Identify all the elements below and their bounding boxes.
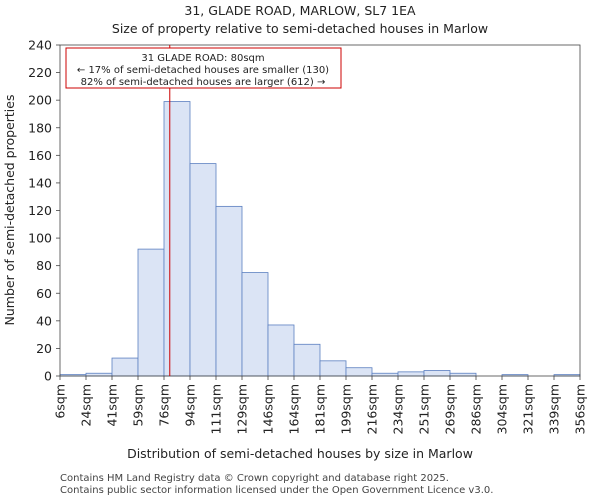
x-tick-label: 339sqm [547,384,562,434]
x-tick-label: 129sqm [235,384,250,434]
x-tick-label: 146sqm [261,384,276,434]
y-tick-label: 240 [28,38,52,53]
bar-94sqm [189,163,217,377]
x-tick-label: 251sqm [417,384,432,434]
footer-line-2: Contains public sector information licen… [60,485,493,496]
bar-269sqm [449,372,477,377]
bar-59sqm [137,248,165,377]
annotation-line-1: 31 GLADE ROAD: 80sqm [141,53,264,64]
y-ticks-group: 0 20 40 60 80 100 120 140 160 180 200 220 240 [28,38,60,384]
x-tick-label: 41sqm [105,384,120,427]
y-tick-label: 40 [36,313,52,328]
x-tick-label: 24sqm [79,384,94,427]
x-tick-label: 234sqm [391,384,406,434]
y-tick-label: 180 [28,120,52,135]
bar-234sqm [397,371,425,377]
y-tick-label: 0 [44,369,52,384]
x-tick-label: 286sqm [469,384,484,434]
annotation-box [65,47,342,89]
x-tick-label: 76sqm [157,384,172,427]
annotation-line-3: 82% of semi-detached houses are larger (… [81,77,326,88]
x-tick-label: 321sqm [521,384,536,434]
x-tick-label: 199sqm [339,384,354,434]
chart-title: 31, GLADE ROAD, MARLOW, SL7 1EA [184,3,416,18]
y-tick-label: 120 [28,203,52,218]
bar-199sqm [345,367,373,377]
bar-251sqm [423,370,451,377]
bar-41sqm [111,357,139,377]
footer-line-1: Contains HM Land Registry data © Crown c… [60,473,449,484]
x-tick-label: 356sqm [573,384,588,434]
y-tick-label: 200 [28,93,52,108]
y-axis-label: Number of semi-detached properties [2,95,17,326]
y-tick-label: 100 [28,231,52,246]
x-tick-label: 181sqm [313,384,328,434]
bar-216sqm [371,372,399,377]
x-tick-label: 94sqm [183,384,198,427]
x-ticks-group: 6sqm 24sqm 41sqm 59sqm 76sqm 94sqm 111sqm 129sq… [53,376,588,434]
x-tick-label: 6sqm [53,384,68,419]
bar-76sqm [163,101,191,377]
x-tick-label: 59sqm [131,384,146,427]
x-tick-label: 216sqm [365,384,380,434]
y-tick-label: 220 [28,65,52,80]
x-tick-label: 269sqm [443,384,458,434]
bar-111sqm [215,205,243,377]
bar-181sqm [319,360,347,377]
bar-129sqm [241,272,269,377]
y-tick-label: 160 [28,148,52,163]
x-axis-label: Distribution of semi-detached houses by … [127,446,473,461]
y-tick-label: 20 [36,341,52,356]
x-tick-label: 164sqm [287,384,302,434]
y-tick-label: 80 [36,258,52,273]
bar-164sqm [293,343,321,377]
plot-area-frame [59,44,581,377]
y-tick-label: 140 [28,175,52,190]
annotation-line-2: ← 17% of semi-detached houses are smalle… [77,65,329,76]
y-tick-label: 60 [36,286,52,301]
bar-146sqm [267,324,295,377]
bars-group [59,101,581,377]
chart-subtitle: Size of property relative to semi-detach… [112,21,488,36]
bar-24sqm [85,372,113,377]
x-tick-label: 111sqm [209,384,224,434]
x-tick-label: 304sqm [495,384,510,434]
